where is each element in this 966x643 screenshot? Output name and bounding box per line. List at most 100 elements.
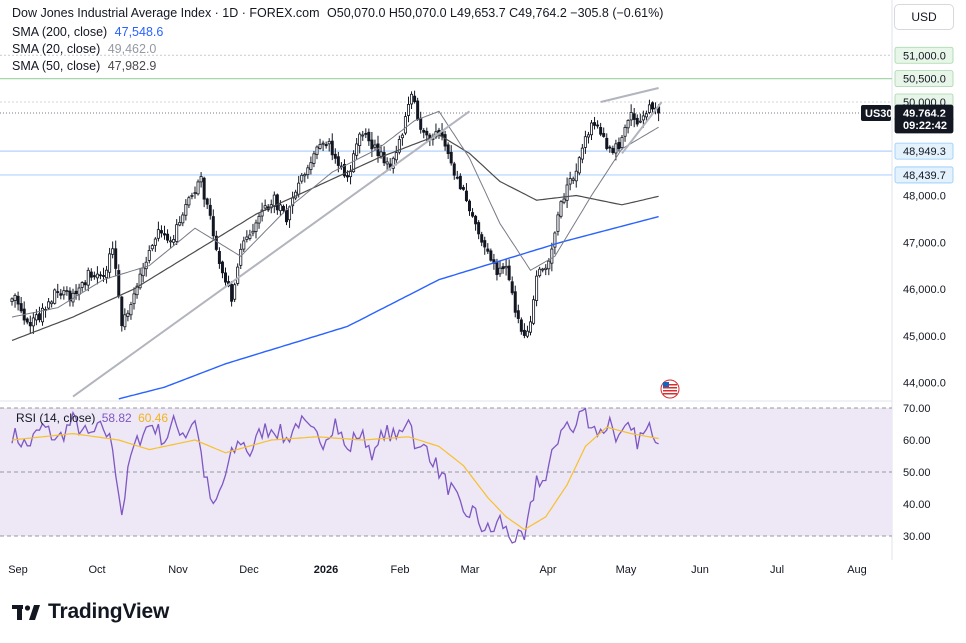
x-tick-label: Aug bbox=[847, 564, 867, 576]
flag-stripe bbox=[663, 384, 677, 386]
candle-up bbox=[297, 182, 301, 195]
candle-down bbox=[413, 95, 417, 103]
rsi-legend: RSI (14, close) 58.82 60.46 bbox=[16, 411, 168, 425]
candle-up bbox=[184, 204, 188, 216]
chart-title-row: Dow Jones Industrial Average Index · 1D … bbox=[12, 6, 663, 20]
axes: 44,000.0 45,000.0 46,000.0 47,000.0 48,000.0… bbox=[8, 46, 954, 576]
candle-up bbox=[190, 194, 194, 197]
candle-up bbox=[147, 250, 151, 261]
candle-up bbox=[379, 151, 383, 157]
candle-down bbox=[217, 251, 221, 264]
candle-down bbox=[422, 130, 426, 133]
candle-down bbox=[522, 329, 526, 336]
candle-up bbox=[355, 143, 359, 156]
candle-up bbox=[34, 314, 38, 321]
currency-button[interactable]: USD bbox=[894, 4, 954, 30]
x-tick-label: Sep bbox=[8, 564, 28, 576]
candle-up bbox=[641, 115, 645, 121]
candle-down bbox=[651, 102, 655, 110]
candle-up bbox=[586, 134, 590, 138]
sma200-legend: SMA (200, close) 47,548.6 bbox=[12, 25, 163, 39]
candle-up bbox=[550, 248, 554, 264]
candle-down bbox=[120, 296, 124, 327]
candle-up bbox=[321, 142, 325, 145]
candle-up bbox=[141, 267, 145, 277]
rsi-line bbox=[11, 407, 659, 544]
candle-up bbox=[278, 204, 282, 212]
candle-up bbox=[138, 273, 142, 289]
candle-down bbox=[467, 200, 471, 212]
price-label: 51,000.0 bbox=[903, 50, 946, 62]
candle-down bbox=[596, 124, 600, 127]
x-tick-label: Mar bbox=[461, 564, 480, 576]
sma20-line bbox=[11, 110, 659, 318]
candle-down bbox=[367, 131, 371, 142]
candle-up bbox=[352, 153, 356, 173]
ohlc-readout: O50,070.0 H50,070.0 L49,653.7 C49,764.2 … bbox=[327, 6, 664, 20]
candle-down bbox=[458, 175, 462, 190]
candle-down bbox=[214, 235, 218, 250]
candle-down bbox=[446, 144, 450, 155]
candle-up bbox=[568, 178, 572, 185]
candle-up bbox=[86, 269, 90, 286]
symbol-tag: US30 bbox=[865, 108, 893, 120]
flag-stripe bbox=[663, 390, 677, 392]
flag-stripe bbox=[663, 387, 677, 389]
candle-down bbox=[510, 281, 514, 294]
sma50-value: 47,982.9 bbox=[107, 59, 157, 73]
candle-down bbox=[425, 130, 429, 136]
sma20-value: 49,462.0 bbox=[107, 42, 157, 56]
candle-up bbox=[315, 146, 319, 155]
candle-up bbox=[565, 184, 569, 201]
rsi-ma-line bbox=[11, 426, 659, 531]
candle-up bbox=[95, 273, 99, 279]
tradingview-logo[interactable]: TradingView bbox=[12, 600, 169, 624]
candle-up bbox=[312, 153, 316, 164]
candle-up bbox=[53, 289, 57, 304]
x-tick-label: Apr bbox=[539, 564, 556, 576]
price-tick-label: 47,000.0 bbox=[903, 237, 946, 249]
candle-down bbox=[455, 176, 459, 179]
candle-up bbox=[123, 314, 127, 328]
price-label-box bbox=[894, 166, 954, 184]
candle-up bbox=[538, 268, 542, 277]
x-tick-label: Jun bbox=[691, 564, 709, 576]
candle-up bbox=[644, 113, 648, 118]
sma200-line bbox=[118, 215, 659, 400]
candle-down bbox=[443, 134, 447, 147]
sma20-label: SMA (20, close) bbox=[12, 42, 101, 56]
candle-up bbox=[132, 293, 136, 305]
candle-down bbox=[202, 177, 206, 200]
candle-up bbox=[327, 140, 331, 145]
candle-down bbox=[336, 156, 340, 166]
candle-down bbox=[605, 137, 609, 149]
candle-down bbox=[364, 132, 368, 135]
candle-down bbox=[208, 204, 212, 216]
candle-up bbox=[105, 269, 109, 279]
candle-down bbox=[19, 303, 23, 312]
candle-up bbox=[129, 304, 133, 316]
candle-down bbox=[59, 293, 63, 296]
candle-up bbox=[41, 307, 45, 323]
price-tick-label: 44,000.0 bbox=[903, 378, 946, 390]
candle-down bbox=[452, 163, 456, 176]
candle-down bbox=[56, 291, 60, 293]
x-tick-label: Feb bbox=[391, 564, 410, 576]
symbol-tag-box bbox=[861, 105, 891, 122]
candle-down bbox=[370, 139, 374, 150]
candle-down bbox=[516, 310, 520, 319]
candle-up bbox=[397, 139, 401, 153]
candle-up bbox=[150, 245, 154, 250]
candle-up bbox=[248, 234, 252, 239]
candle-down bbox=[632, 113, 636, 120]
price-label: 48,949.3 bbox=[903, 146, 946, 158]
candle-down bbox=[223, 272, 227, 283]
candle-down bbox=[486, 248, 490, 252]
candle-up bbox=[196, 181, 200, 195]
candle-down bbox=[501, 266, 505, 270]
candle-down bbox=[162, 233, 166, 236]
candle-down bbox=[376, 143, 380, 157]
candle-up bbox=[175, 224, 179, 242]
candle-down bbox=[114, 248, 118, 269]
